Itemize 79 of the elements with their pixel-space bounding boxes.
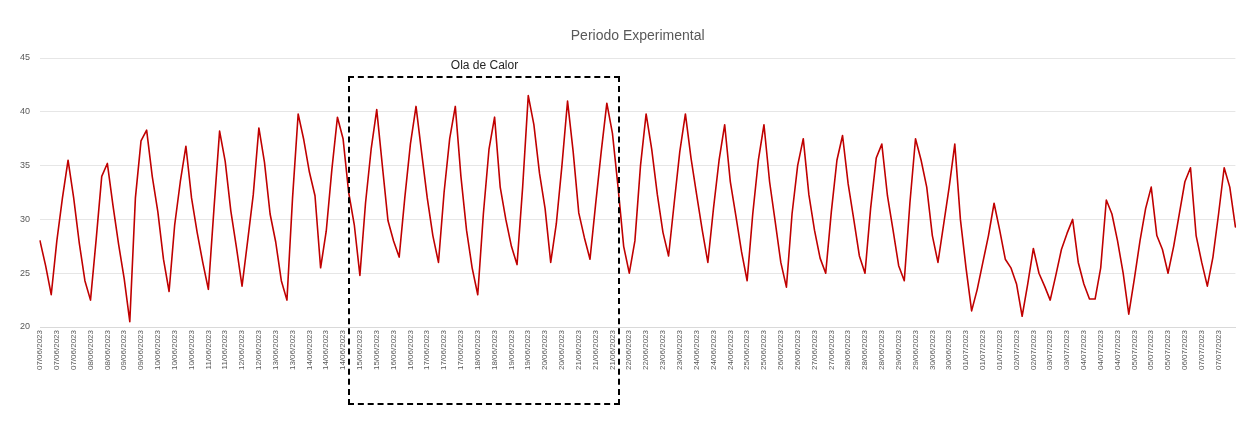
x-tick-label: 25/06/2023	[759, 329, 769, 371]
x-tick-label: 30/06/2023	[927, 329, 937, 371]
x-tick-label: 30/06/2023	[944, 329, 954, 371]
x-tick-label: 22/06/2023	[641, 329, 651, 371]
x-tick-label: 17/06/2023	[456, 329, 466, 371]
x-tick-label: 04/07/2023	[1112, 329, 1122, 371]
annotation: Ola de Calor	[449, 58, 520, 72]
y-tick-label: 40	[19, 106, 30, 117]
x-tick-label: 21/06/2023	[590, 329, 600, 371]
x-tick-label: 23/06/2023	[674, 329, 684, 371]
x-tick-label: 07/06/2023	[52, 329, 62, 371]
x-tick-label: 15/06/2023	[371, 329, 381, 371]
x-tick-label: 07/07/2023	[1196, 329, 1206, 371]
x-tick-label: 27/06/2023	[826, 329, 836, 371]
x-tick-label: 05/07/2023	[1163, 329, 1173, 371]
x-tick-label: 21/06/2023	[573, 329, 583, 371]
x-tick-label: 28/06/2023	[877, 329, 887, 371]
x-tick-label: 07/07/2023	[1213, 329, 1223, 371]
x-tick-label: 12/06/2023	[237, 329, 247, 371]
x-tick-label: 15/06/2023	[355, 329, 365, 371]
x-tick-label: 07/06/2023	[68, 329, 78, 371]
x-tick-label: 10/06/2023	[169, 329, 179, 371]
x-tick-label: 03/07/2023	[1062, 329, 1072, 371]
x-tick-label: 08/06/2023	[102, 329, 112, 371]
x-tick-label: 24/06/2023	[708, 329, 718, 371]
x-tick-label: 19/06/2023	[523, 329, 533, 371]
x-tick-label: 01/07/2023	[961, 329, 971, 371]
x-tick-label: 16/06/2023	[388, 329, 398, 371]
x-tick-label: 05/07/2023	[1146, 329, 1156, 371]
x-tick-label: 04/07/2023	[1095, 329, 1105, 371]
x-tick-label: 18/06/2023	[472, 329, 482, 371]
x-tick-label: 16/06/2023	[405, 329, 415, 371]
x-tick-label: 28/06/2023	[843, 329, 853, 371]
x-tick-label: 04/07/2023	[1079, 329, 1089, 371]
x-tick-label: 12/06/2023	[254, 329, 264, 371]
x-tick-label: 10/06/2023	[153, 329, 163, 371]
x-tick-label: 25/06/2023	[742, 329, 752, 371]
y-tick-label: 25	[19, 267, 30, 278]
x-tick-label: 11/06/2023	[220, 329, 230, 370]
x-tick-label: 14/06/2023	[321, 329, 331, 371]
x-tick-label: 02/07/2023	[1028, 329, 1038, 371]
x-tick-label: 23/06/2023	[658, 329, 668, 371]
x-tick-label: 07/06/2023	[35, 329, 45, 371]
x-tick-label: 08/06/2023	[85, 329, 95, 371]
x-tick-label: 06/07/2023	[1180, 329, 1190, 371]
y-tick-label: 35	[19, 160, 30, 171]
x-tick-label: 18/06/2023	[489, 329, 499, 371]
x-tick-label: 24/06/2023	[725, 329, 735, 371]
y-tick-label: 20	[19, 321, 30, 332]
y-tick-label: 30	[19, 213, 30, 224]
x-tick-label: 09/06/2023	[136, 329, 146, 371]
x-tick-label: 20/06/2023	[557, 329, 567, 371]
x-tick-label: 21/06/2023	[607, 329, 617, 371]
x-tick-label: 24/06/2023	[691, 329, 701, 371]
chart-title: Periodo Experimental	[570, 26, 705, 43]
x-tick-label: 29/06/2023	[910, 329, 920, 371]
x-tick-label: 26/06/2023	[792, 329, 802, 371]
x-tick-label: 13/06/2023	[270, 329, 280, 371]
x-tick-label: 01/07/2023	[994, 329, 1004, 371]
x-tick-label: 17/06/2023	[439, 329, 449, 371]
x-tick-label: 20/06/2023	[540, 329, 550, 371]
y-tick-label: 45	[19, 52, 30, 63]
x-tick-label: 26/06/2023	[776, 329, 786, 371]
x-tick-label: 13/06/2023	[287, 329, 297, 371]
x-tick-label: 19/06/2023	[506, 329, 516, 371]
x-tick-label: 27/06/2023	[809, 329, 819, 371]
x-tick-label: 17/06/2023	[422, 329, 432, 371]
x-tick-label: 01/07/2023	[978, 329, 988, 371]
x-tick-label: 28/06/2023	[860, 329, 870, 371]
x-tick-label: 02/07/2023	[1011, 329, 1021, 371]
x-tick-label: 05/07/2023	[1129, 329, 1139, 371]
x-tick-label: 29/06/2023	[893, 329, 903, 371]
x-tick-label: 09/06/2023	[119, 329, 129, 371]
x-tick-label: 10/06/2023	[186, 329, 196, 371]
x-tick-label: 11/06/2023	[203, 329, 213, 370]
x-tick-label: 14/06/2023	[304, 329, 314, 371]
x-tick-label: 22/06/2023	[624, 329, 634, 371]
x-tick-label: 14/06/2023	[338, 329, 348, 371]
x-tick-label: 03/07/2023	[1045, 329, 1055, 371]
